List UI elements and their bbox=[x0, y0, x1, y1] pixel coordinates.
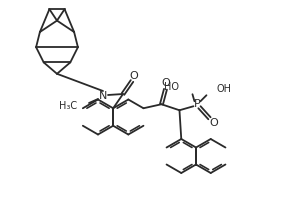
Text: N: N bbox=[99, 91, 107, 101]
Text: P: P bbox=[194, 99, 201, 109]
Text: O: O bbox=[130, 71, 138, 81]
Text: HO: HO bbox=[164, 82, 179, 92]
Text: O: O bbox=[161, 78, 170, 88]
Text: H₃C: H₃C bbox=[59, 101, 77, 111]
Text: OH: OH bbox=[217, 84, 232, 94]
Text: O: O bbox=[209, 118, 218, 128]
